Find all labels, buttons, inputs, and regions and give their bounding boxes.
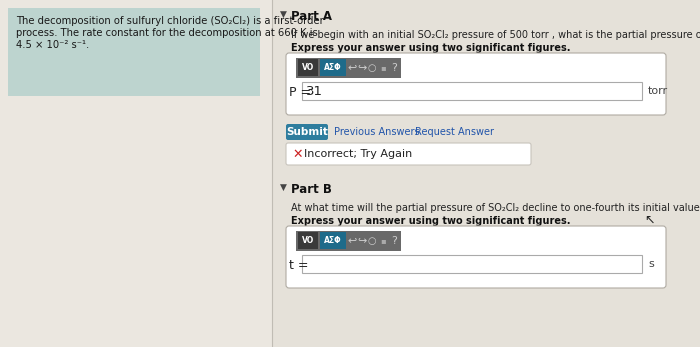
Text: ○: ○ bbox=[368, 236, 377, 245]
FancyBboxPatch shape bbox=[286, 143, 531, 165]
Text: Express your answer using two significant figures.: Express your answer using two significan… bbox=[291, 43, 570, 53]
Text: Request Answer: Request Answer bbox=[415, 127, 494, 137]
Bar bbox=[272, 0, 700, 347]
Text: ○: ○ bbox=[368, 62, 377, 73]
Text: AΣΦ: AΣΦ bbox=[324, 63, 342, 72]
Text: If we begin with an initial SO₂Cl₂ pressure of 500 torr , what is the partial pr: If we begin with an initial SO₂Cl₂ press… bbox=[291, 30, 700, 40]
Bar bbox=[298, 232, 318, 249]
Text: P =: P = bbox=[289, 86, 311, 99]
Text: ↩: ↩ bbox=[347, 236, 357, 245]
Bar bbox=[302, 255, 642, 273]
Bar bbox=[320, 59, 346, 76]
Text: The decomposition of sulfuryl chloride (SO₂Cl₂) is a first-order: The decomposition of sulfuryl chloride (… bbox=[16, 16, 323, 26]
Text: Part B: Part B bbox=[291, 183, 332, 196]
Text: t =: t = bbox=[289, 259, 309, 272]
Text: ↪: ↪ bbox=[357, 236, 367, 245]
Text: AΣΦ: AΣΦ bbox=[324, 236, 342, 245]
Text: 4.5 × 10⁻² s⁻¹.: 4.5 × 10⁻² s⁻¹. bbox=[16, 40, 90, 50]
Text: ▼: ▼ bbox=[280, 183, 287, 192]
FancyBboxPatch shape bbox=[286, 124, 328, 140]
Text: ↩: ↩ bbox=[347, 62, 357, 73]
Bar bbox=[296, 231, 401, 251]
Bar bbox=[320, 232, 346, 249]
Text: ▼: ▼ bbox=[280, 10, 287, 19]
Text: process. The rate constant for the decomposition at 660 K is: process. The rate constant for the decom… bbox=[16, 28, 318, 38]
Bar bbox=[8, 8, 260, 96]
Text: Express your answer using two significant figures.: Express your answer using two significan… bbox=[291, 216, 570, 226]
Text: VO: VO bbox=[302, 63, 314, 72]
Text: Submit: Submit bbox=[286, 127, 328, 137]
Text: VO: VO bbox=[302, 236, 314, 245]
Text: ▪: ▪ bbox=[380, 63, 386, 72]
FancyBboxPatch shape bbox=[286, 53, 666, 115]
Bar bbox=[296, 58, 401, 78]
Text: ↖: ↖ bbox=[644, 214, 654, 227]
Bar bbox=[298, 59, 318, 76]
FancyBboxPatch shape bbox=[286, 226, 666, 288]
Text: torr: torr bbox=[648, 86, 668, 96]
Text: s: s bbox=[648, 259, 654, 269]
Text: ▪: ▪ bbox=[380, 236, 386, 245]
Text: ?: ? bbox=[391, 62, 397, 73]
Text: ?: ? bbox=[391, 236, 397, 245]
Text: Previous Answers: Previous Answers bbox=[334, 127, 419, 137]
Text: Incorrect; Try Again: Incorrect; Try Again bbox=[304, 149, 412, 159]
Text: ↪: ↪ bbox=[357, 62, 367, 73]
Text: Part A: Part A bbox=[291, 10, 332, 23]
Text: At what time will the partial pressure of SO₂Cl₂ decline to one-fourth its initi: At what time will the partial pressure o… bbox=[291, 203, 700, 213]
Bar bbox=[302, 82, 642, 100]
Text: ✕: ✕ bbox=[292, 147, 302, 161]
Text: 31: 31 bbox=[306, 85, 323, 98]
